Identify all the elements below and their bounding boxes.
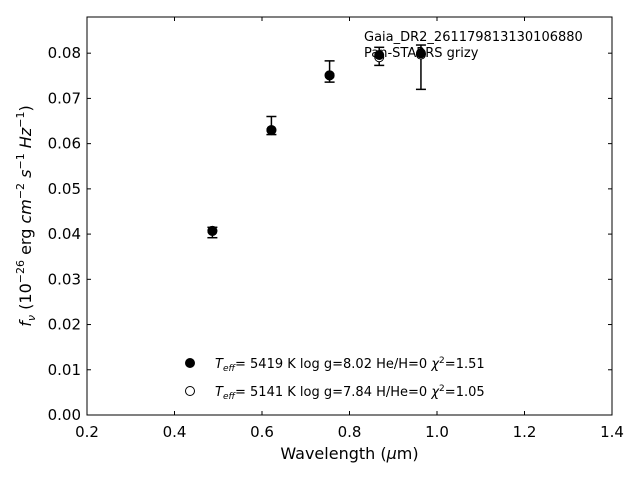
legend-teff: 5141 bbox=[250, 385, 283, 400]
legend-chi2: 1.05 bbox=[456, 385, 485, 400]
x-axis-ticks: 0.2 0.4 0.6 0.8 1.0 1.2 1.4 bbox=[75, 17, 624, 441]
x-tick-label: 0.6 bbox=[250, 423, 274, 441]
legend-composition: H/He=0 bbox=[376, 385, 427, 400]
data-point-filled bbox=[266, 125, 277, 136]
legend-entry-1: Teff= 5419 K log g=8.02 He/H=0 χ2=1.51 bbox=[215, 356, 485, 374]
legend-composition: He/H=0 bbox=[376, 357, 427, 372]
y-tick-label: 0.05 bbox=[48, 180, 81, 198]
y-tick-label: 0.06 bbox=[48, 135, 81, 153]
y-tick-label: 0.00 bbox=[48, 406, 81, 424]
data-point-filled bbox=[324, 70, 335, 81]
x-tick-label: 0.8 bbox=[338, 423, 362, 441]
legend-entry-2: Teff= 5141 K log g=7.84 H/He=0 χ2=1.05 bbox=[215, 384, 485, 402]
y-axis-label: fν (10−26 erg cm−2 s−1 Hz−1) bbox=[14, 105, 38, 326]
x-tick-label: 1.0 bbox=[425, 423, 449, 441]
x-tick-label: 1.4 bbox=[600, 423, 624, 441]
legend-chi2: 1.51 bbox=[456, 357, 485, 372]
survey-annotation: Pan-STARRS grizy bbox=[364, 46, 479, 61]
y-tick-label: 0.01 bbox=[48, 361, 81, 379]
legend: Teff= 5419 K log g=8.02 He/H=0 χ2=1.51 T… bbox=[185, 356, 485, 402]
legend-marker-open bbox=[185, 386, 195, 396]
y-tick-label: 0.03 bbox=[48, 270, 81, 288]
y-axis-ticks: 0.00 0.01 0.02 0.03 0.04 0.05 0.06 0.07 0.08 bbox=[48, 44, 612, 424]
y-tick-label: 0.02 bbox=[48, 316, 81, 334]
plot-frame bbox=[86, 16, 613, 416]
y-tick-label: 0.04 bbox=[48, 225, 81, 243]
legend-logg: 8.02 bbox=[343, 357, 372, 372]
data-point-filled bbox=[207, 225, 218, 236]
x-tick-label: 0.4 bbox=[163, 423, 187, 441]
y-tick-label: 0.07 bbox=[48, 89, 81, 107]
x-tick-label: 1.2 bbox=[513, 423, 537, 441]
data-point-filled bbox=[374, 49, 385, 60]
data-point-filled bbox=[415, 48, 426, 59]
legend-teff: 5419 bbox=[250, 357, 283, 372]
y-tick-label: 0.08 bbox=[48, 44, 81, 62]
legend-logg: 7.84 bbox=[343, 385, 372, 400]
star-id-annotation: Gaia_DR2_261179813130106880 bbox=[364, 30, 583, 45]
x-tick-label: 0.2 bbox=[75, 423, 99, 441]
error-bars bbox=[207, 44, 426, 239]
x-axis-label: Wavelength (μm) bbox=[280, 444, 418, 463]
legend-marker-filled bbox=[185, 358, 195, 368]
data-points bbox=[207, 48, 426, 236]
